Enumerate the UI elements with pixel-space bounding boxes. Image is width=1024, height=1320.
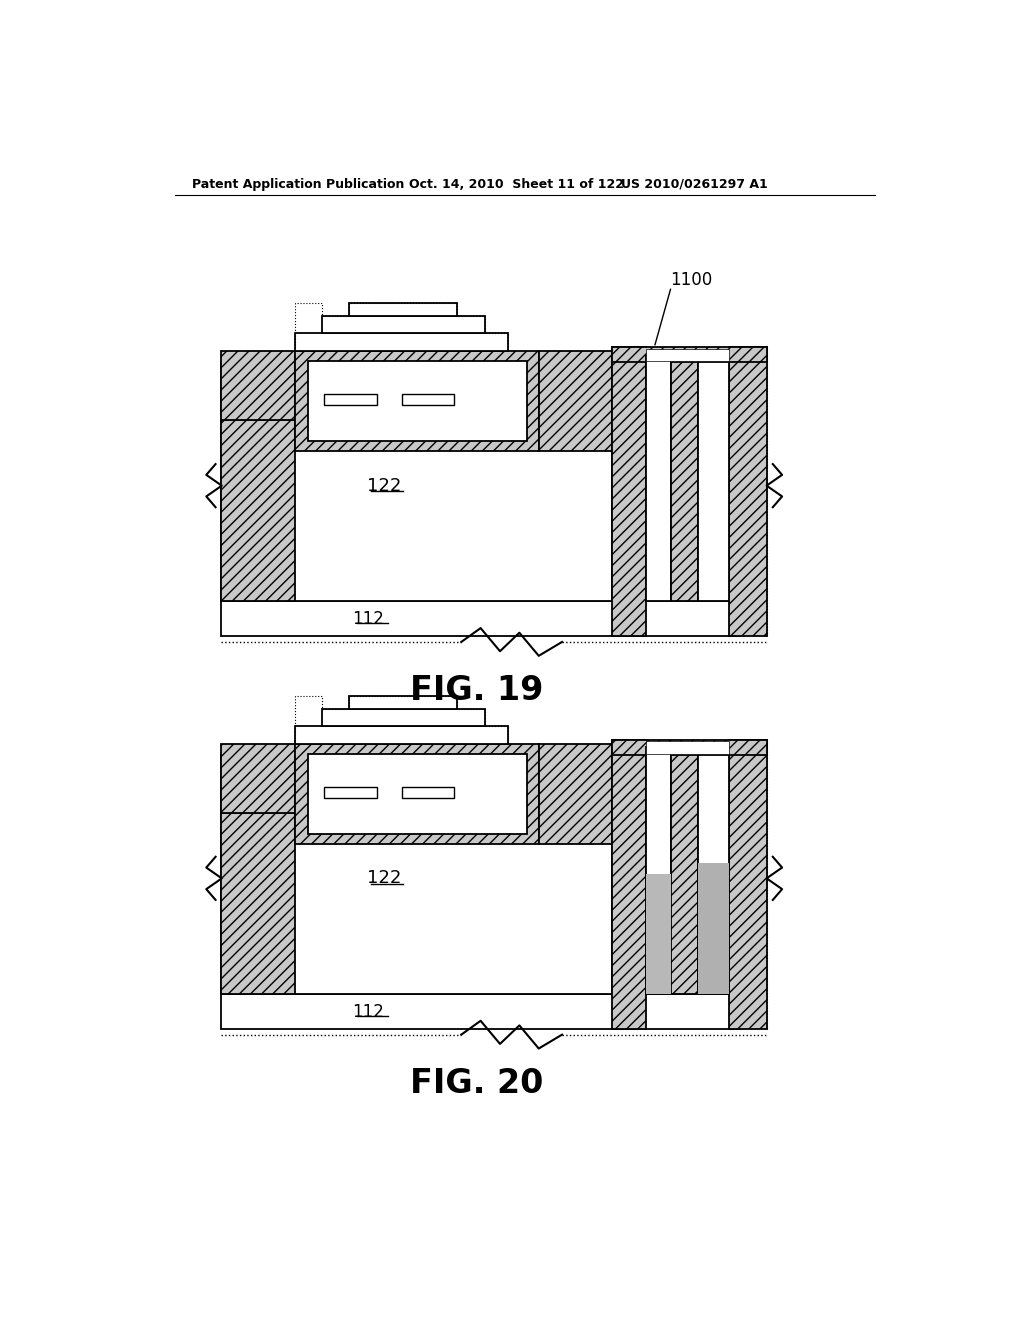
Bar xyxy=(221,601,740,636)
Bar xyxy=(539,351,612,451)
Text: 112: 112 xyxy=(352,1003,384,1020)
Bar xyxy=(646,742,729,754)
Bar xyxy=(295,351,539,451)
Bar xyxy=(221,994,740,1028)
Bar xyxy=(697,363,729,601)
Bar xyxy=(349,696,458,709)
Bar xyxy=(401,395,455,405)
Bar xyxy=(697,755,729,994)
Bar xyxy=(646,348,729,360)
Bar xyxy=(612,347,767,363)
Bar xyxy=(322,709,484,726)
Bar xyxy=(671,363,697,601)
Bar xyxy=(612,739,646,1028)
Bar xyxy=(646,874,671,994)
Bar xyxy=(646,747,671,994)
Bar xyxy=(221,351,295,420)
Bar xyxy=(324,787,377,797)
Text: US 2010/0261297 A1: US 2010/0261297 A1 xyxy=(621,178,768,190)
Bar xyxy=(295,333,508,351)
Bar xyxy=(324,395,377,405)
Bar xyxy=(322,317,484,333)
Bar xyxy=(221,813,295,994)
Bar xyxy=(646,355,671,601)
Bar xyxy=(221,420,295,601)
Bar xyxy=(612,347,646,636)
Text: 1100: 1100 xyxy=(671,272,713,289)
Text: 122: 122 xyxy=(367,477,401,495)
Bar xyxy=(295,743,539,843)
Bar xyxy=(401,787,455,797)
Text: FIG. 20: FIG. 20 xyxy=(410,1067,544,1100)
Text: 122: 122 xyxy=(367,870,401,887)
Bar xyxy=(221,755,612,994)
Bar xyxy=(729,347,767,636)
Bar xyxy=(349,304,458,317)
Bar xyxy=(221,743,295,813)
Bar xyxy=(671,755,697,994)
Text: FIG. 19: FIG. 19 xyxy=(410,675,544,708)
Bar xyxy=(729,739,767,1028)
Text: Oct. 14, 2010  Sheet 11 of 122: Oct. 14, 2010 Sheet 11 of 122 xyxy=(409,178,624,190)
Bar xyxy=(697,862,729,994)
Bar xyxy=(612,739,767,755)
Bar xyxy=(221,363,612,601)
Bar xyxy=(539,743,612,843)
Bar xyxy=(308,360,527,441)
Bar xyxy=(295,726,508,743)
Bar xyxy=(308,754,527,834)
Text: 112: 112 xyxy=(352,610,384,628)
Text: Patent Application Publication: Patent Application Publication xyxy=(193,178,404,190)
